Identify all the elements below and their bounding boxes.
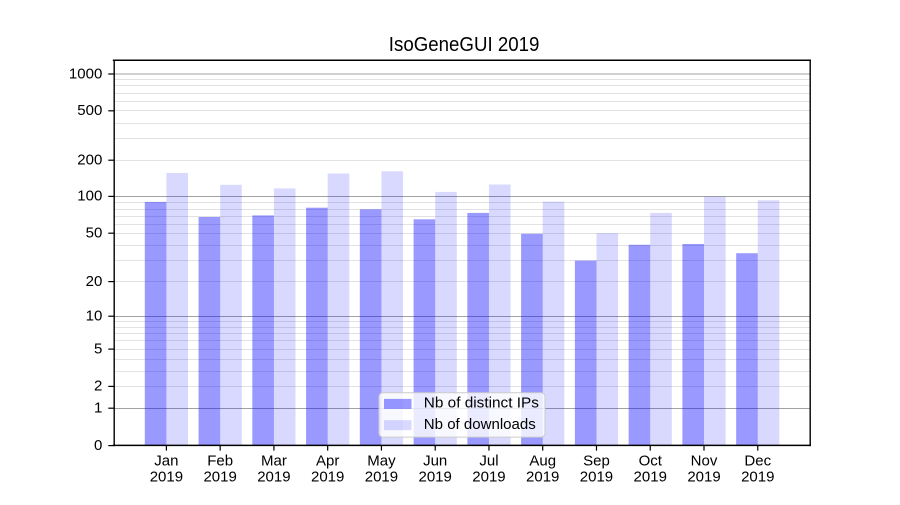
svg-text:200: 200	[77, 152, 102, 169]
svg-text:5: 5	[94, 340, 102, 357]
svg-text:1: 1	[94, 400, 102, 417]
svg-text:2019: 2019	[472, 469, 505, 486]
svg-text:Sep: Sep	[583, 453, 610, 470]
svg-text:Aug: Aug	[529, 453, 556, 470]
svg-text:Nov: Nov	[691, 453, 718, 470]
svg-text:2019: 2019	[150, 469, 183, 486]
svg-text:Nb of downloads: Nb of downloads	[424, 416, 536, 433]
svg-text:May: May	[367, 453, 396, 470]
svg-text:2019: 2019	[741, 469, 774, 486]
svg-text:Jul: Jul	[479, 453, 498, 470]
svg-text:Oct: Oct	[639, 453, 663, 470]
svg-text:2019: 2019	[311, 469, 344, 486]
svg-text:2019: 2019	[580, 469, 613, 486]
svg-text:Mar: Mar	[261, 453, 287, 470]
svg-text:Nb of distinct IPs: Nb of distinct IPs	[424, 395, 539, 412]
svg-text:Feb: Feb	[207, 453, 233, 470]
svg-text:2019: 2019	[419, 469, 452, 486]
svg-text:10: 10	[86, 308, 103, 325]
svg-text:Apr: Apr	[316, 453, 339, 470]
svg-text:1000: 1000	[69, 65, 102, 82]
svg-text:2019: 2019	[203, 469, 236, 486]
svg-text:2019: 2019	[257, 469, 290, 486]
svg-text:Jun: Jun	[423, 453, 447, 470]
svg-text:2019: 2019	[634, 469, 667, 486]
svg-text:2019: 2019	[687, 469, 720, 486]
svg-text:50: 50	[86, 225, 103, 242]
svg-text:0: 0	[94, 437, 102, 454]
svg-text:Dec: Dec	[744, 453, 771, 470]
svg-text:2019: 2019	[365, 469, 398, 486]
svg-text:2: 2	[94, 378, 102, 395]
svg-text:20: 20	[86, 273, 103, 290]
svg-text:100: 100	[77, 188, 102, 205]
svg-text:2019: 2019	[526, 469, 559, 486]
svg-text:500: 500	[77, 102, 102, 119]
svg-text:Jan: Jan	[154, 453, 178, 470]
svg-text:IsoGeneGUI 2019: IsoGeneGUI 2019	[389, 33, 540, 56]
